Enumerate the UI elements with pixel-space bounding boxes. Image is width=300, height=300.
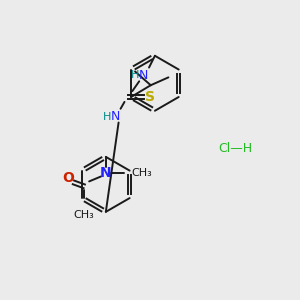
Text: Cl—H: Cl—H [219, 142, 253, 154]
Text: CH₃: CH₃ [131, 168, 152, 178]
Text: H: H [103, 112, 111, 122]
Text: S: S [145, 90, 155, 104]
Text: H: H [131, 70, 140, 80]
Text: N: N [100, 166, 112, 180]
Text: N: N [111, 110, 120, 123]
Text: CH₃: CH₃ [74, 210, 94, 220]
Text: O: O [63, 172, 74, 185]
Text: N: N [138, 69, 148, 82]
